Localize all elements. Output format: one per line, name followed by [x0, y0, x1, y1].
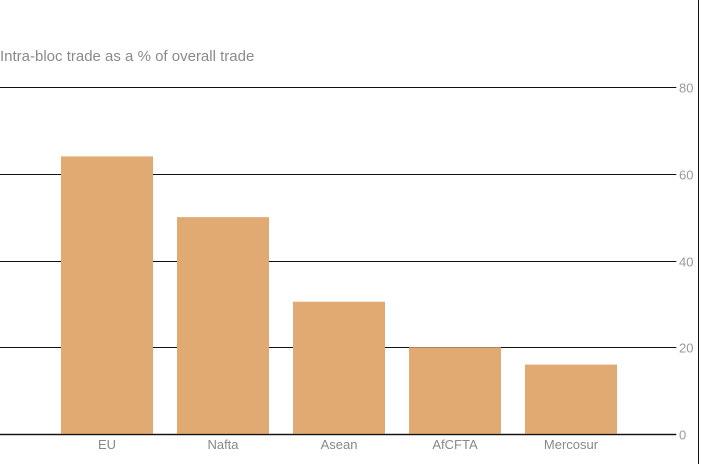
y-tick-label: 40 [679, 255, 693, 270]
y-tick-label: 20 [679, 341, 693, 356]
bar-eu [61, 156, 153, 434]
bar-asean [293, 301, 385, 434]
x-category-label: AfCFTA [432, 437, 478, 452]
chart-title: Intra-bloc trade as a % of overall trade [0, 48, 254, 65]
x-axis-labels: EU Nafta Asean AfCFTA Mercosur [98, 437, 599, 452]
bars [0, 156, 676, 436]
y-tick-label: 60 [679, 168, 693, 183]
y-tick-label: 80 [679, 81, 693, 96]
bar-mercosur [525, 364, 617, 434]
x-category-label: EU [98, 437, 116, 452]
x-category-label: Asean [321, 437, 358, 452]
bar-afcfta [409, 347, 501, 434]
bar-nafta [177, 217, 269, 434]
y-tick-label: 0 [679, 428, 686, 443]
x-category-label: Nafta [207, 437, 239, 452]
y-axis-ticks: 0 20 40 60 80 [676, 81, 693, 443]
x-category-label: Mercosur [544, 437, 599, 452]
